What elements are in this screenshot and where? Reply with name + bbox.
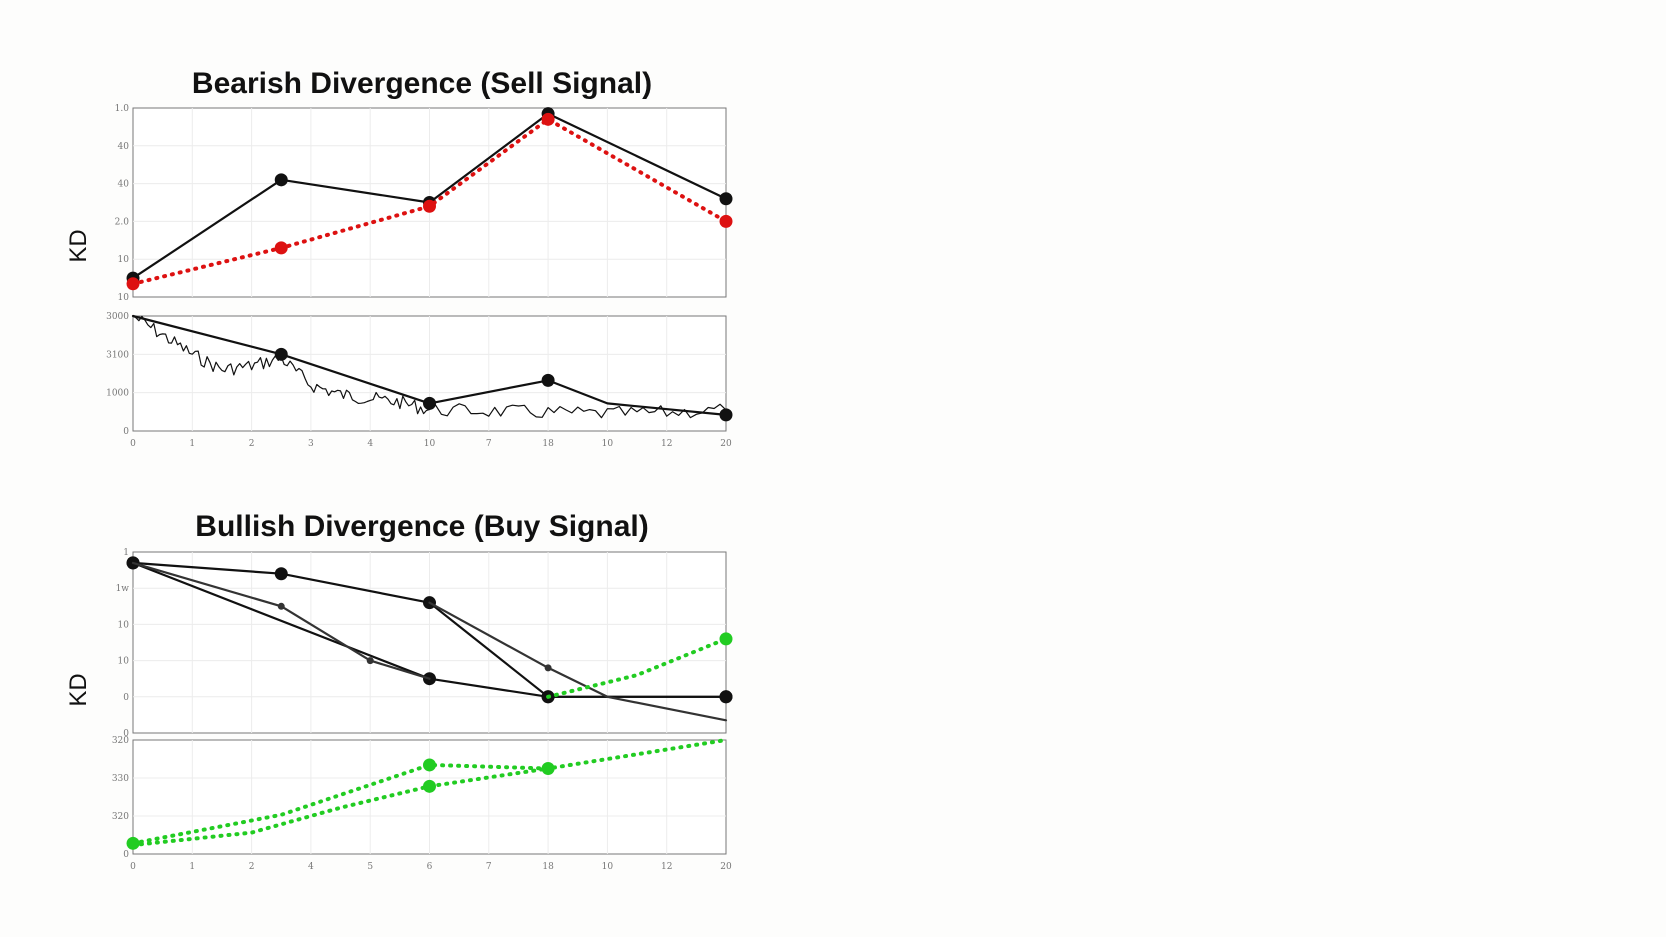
data-point — [719, 632, 733, 646]
bullish-kd-panel: 0 0 10 10 1w 1 — [116, 548, 733, 739]
data-point — [541, 112, 555, 126]
x-tick-label: 3 — [308, 439, 314, 449]
data-point — [541, 762, 555, 775]
y-tick-label: 3100 — [106, 350, 129, 360]
x-tick-label: 1 — [189, 862, 195, 872]
y-tick-label: 1000 — [106, 389, 129, 399]
y-tick-label: 10 — [118, 620, 130, 630]
y-tick-label: 0 — [123, 729, 129, 739]
y-tick-label: 330 — [112, 774, 129, 784]
series-line — [131, 561, 728, 698]
series-line — [131, 766, 551, 848]
data-point — [423, 779, 436, 793]
x-tick-label: 4 — [367, 439, 373, 449]
data-point — [366, 657, 374, 665]
data-point — [423, 396, 436, 410]
x-tick-label: 20 — [720, 862, 732, 872]
y-tick-label: 1w — [116, 584, 130, 594]
data-point — [719, 192, 733, 206]
x-tick-label: 12 — [661, 439, 672, 449]
data-point — [274, 567, 288, 581]
y-tick-label: 320 — [112, 736, 129, 746]
y-tick-label: 320 — [112, 812, 129, 822]
data-point — [423, 758, 436, 772]
data-point — [274, 173, 288, 187]
y-tick-label: 10 — [118, 255, 130, 265]
x-tick-label: 12 — [661, 862, 672, 872]
x-tick-label: 10 — [424, 439, 436, 449]
y-tick-label: 1 — [123, 548, 129, 558]
chart-title-bearish: Bearish Divergence (Sell Signal) — [192, 67, 652, 100]
ylabel-bearish-kd: KD — [65, 229, 92, 262]
y-tick-label: 40 — [118, 180, 130, 190]
y-tick-label: 0 — [123, 427, 129, 437]
y-tick-label: 0 — [123, 693, 129, 703]
data-point — [274, 241, 288, 255]
x-tick-label: 0 — [130, 862, 136, 872]
data-point — [544, 664, 552, 672]
series-line — [131, 561, 431, 680]
series-line — [132, 315, 727, 419]
y-tick-label: 40 — [118, 142, 130, 152]
x-tick-label: 10 — [602, 862, 614, 872]
x-tick-label: 10 — [602, 439, 614, 449]
bearish-kd-panel: 10 10 2.0 40 40 1.0 — [115, 104, 733, 303]
data-point — [423, 199, 436, 213]
x-tick-label: 4 — [308, 862, 314, 872]
x-tick-label: 1 — [189, 439, 195, 449]
x-tick-label: 7 — [486, 439, 492, 449]
y-tick-label: 1.0 — [115, 104, 130, 114]
data-point — [719, 408, 733, 422]
x-tick-label: 0 — [130, 439, 136, 449]
y-tick-label: 0 — [123, 850, 129, 860]
x-tick-label: 20 — [720, 439, 732, 449]
series-line — [428, 601, 728, 722]
data-point — [541, 373, 555, 387]
series-line — [131, 738, 728, 846]
x-tick-label: 18 — [542, 862, 554, 872]
data-point — [719, 214, 733, 228]
data-point — [126, 277, 140, 291]
x-tick-label: 5 — [367, 862, 373, 872]
data-point — [277, 602, 285, 610]
chart-title-bullish: Bullish Divergence (Buy Signal) — [195, 510, 648, 543]
series-line — [546, 636, 728, 699]
x-tick-label: 7 — [486, 862, 492, 872]
ylabel-bullish-kd: KD — [65, 673, 92, 706]
y-tick-label: 10 — [118, 293, 130, 303]
x-tick-label: 2 — [249, 862, 255, 872]
x-tick-label: 18 — [542, 439, 554, 449]
y-tick-label: 10 — [118, 657, 130, 667]
y-tick-label: 2.0 — [115, 217, 130, 227]
x-tick-label: 6 — [427, 862, 433, 872]
y-tick-label: 3000 — [106, 312, 129, 322]
data-point — [274, 347, 288, 361]
x-tick-label: 2 — [249, 439, 255, 449]
data-point — [719, 690, 733, 704]
series-line — [131, 314, 728, 416]
